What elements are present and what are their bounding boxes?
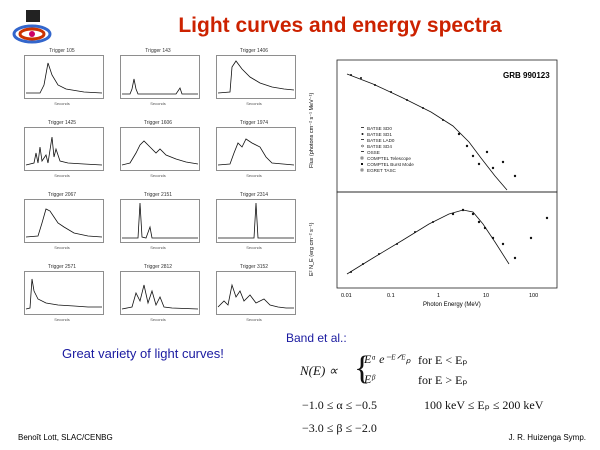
- light-curve-panel: Trigger 2151 Seconds: [114, 192, 202, 250]
- trigger-label: Trigger 1974: [239, 120, 269, 126]
- light-curve-panel: Trigger 2067 Seconds: [18, 192, 106, 250]
- light-curve-panel: Trigger 3152 Seconds: [210, 264, 298, 322]
- light-curves-grid: Trigger 105 Seconds Trigger 143 Seconds …: [18, 48, 300, 328]
- footer-event: J. R. Huizenga Symp.: [508, 433, 586, 442]
- light-curve-plot: [24, 199, 104, 243]
- flux-data-points: [350, 74, 517, 178]
- energy-spectrum-figure: GRB 990123 BATSE SD0 BATSE SD1 BATSE LAD…: [303, 48, 563, 310]
- legend-entry: BATSE LAD0: [367, 138, 395, 143]
- x-axis-label: Seconds: [150, 317, 166, 322]
- light-curve-panel: Trigger 1425 Seconds: [18, 120, 106, 178]
- x-axis-label: Seconds: [54, 101, 70, 106]
- formula-case1-expression: Eᵅ e⁻ᴱᐟᴱₚ: [364, 352, 411, 366]
- light-curve-plot: [216, 127, 296, 171]
- trigger-label: Trigger 2067: [47, 192, 77, 198]
- footer-author: Benoît Lott, SLAC/CENBG: [18, 433, 113, 442]
- band-formula: N(E) ∝ { Eᵅ e⁻ᴱᐟᴱₚ for E < Eₚ Eᵝ for E >…: [300, 350, 590, 445]
- trigger-label: Trigger 1606: [143, 120, 173, 126]
- legend-entry: EGRET TASC: [367, 168, 397, 173]
- spectrum-plot: GRB 990123 BATSE SD0 BATSE SD1 BATSE LAD…: [309, 59, 558, 308]
- band-label: Band et al.:: [286, 331, 347, 345]
- legend-entry: BATSE SD1: [367, 132, 392, 137]
- energy-flux-data-points: [350, 208, 549, 273]
- light-curve-caption: Great variety of light curves!: [62, 346, 224, 361]
- trigger-label: Trigger 2571: [47, 264, 77, 270]
- x-axis-label: Seconds: [246, 101, 262, 106]
- logo: [10, 8, 58, 48]
- light-curve-plot: [216, 55, 296, 99]
- x-axis-label: Seconds: [246, 245, 262, 250]
- formula-case2-condition: for E > Eₚ: [418, 373, 468, 387]
- legend-entry: COMPTEL Telescope: [367, 156, 411, 161]
- trigger-label: Trigger 1406: [239, 48, 269, 54]
- formula-lhs: N(E) ∝: [300, 363, 338, 378]
- x-axis-label: Seconds: [150, 245, 166, 250]
- page-title: Light curves and energy spectra: [178, 14, 502, 37]
- x-axis-label: Seconds: [246, 317, 262, 322]
- light-curve-panel: Trigger 105 Seconds: [18, 48, 106, 106]
- alpha-range: −1.0 ≤ α ≤ −0.5: [302, 398, 377, 412]
- legend-entry: OSSE: [367, 150, 380, 155]
- light-curve-plot: [120, 199, 200, 243]
- flux-model-curve: [346, 73, 508, 191]
- light-curve-plot: [120, 271, 200, 315]
- x-tick-label: 1: [437, 293, 440, 299]
- bottom-y-axis-label: E² N_E (erg cm⁻² s⁻¹): [309, 222, 315, 276]
- beta-range: −3.0 ≤ β ≤ −2.0: [302, 421, 377, 435]
- trigger-label: Trigger 1425: [47, 120, 77, 126]
- light-curve-plot: [24, 271, 104, 315]
- trigger-label: Trigger 3152: [239, 264, 269, 270]
- peak-energy-range: 100 keV ≤ Eₚ ≤ 200 keV: [424, 398, 544, 412]
- trigger-label: Trigger 143: [145, 48, 171, 54]
- light-curve-plot: [24, 127, 104, 171]
- light-curve-panel: Trigger 1406 Seconds: [210, 48, 298, 106]
- x-tick-labels: 0.01 0.1 1 10 100: [341, 293, 538, 299]
- trigger-label: Trigger 105: [49, 48, 75, 54]
- formula-brace: {: [354, 350, 371, 387]
- legend-entry: BATSE SD0: [367, 126, 392, 131]
- formula-case1-condition: for E < Eₚ: [418, 353, 468, 367]
- x-axis-label: Photon Energy (MeV): [423, 302, 481, 308]
- x-tick-label: 10: [483, 293, 489, 299]
- x-axis-label: Seconds: [150, 101, 166, 106]
- light-curve-plot: [120, 55, 200, 99]
- legend: BATSE SD0 BATSE SD1 BATSE LAD0 BATSE SD4…: [367, 126, 414, 173]
- light-curve-plot: [120, 127, 200, 171]
- light-curve-panel: Trigger 2571 Seconds: [18, 264, 106, 322]
- x-axis-label: Seconds: [54, 173, 70, 178]
- light-curve-plot: [24, 55, 104, 99]
- bottom-panel-frame: [336, 191, 558, 289]
- top-y-axis-label: Flux (photons cm⁻² s⁻¹ MeV⁻¹): [309, 92, 315, 168]
- light-curve-panel: Trigger 1606 Seconds: [114, 120, 202, 178]
- light-curve-plot: [216, 271, 296, 315]
- legend-entry: BATSE SD4: [367, 144, 392, 149]
- x-tick-label: 100: [529, 293, 538, 299]
- trigger-label: Trigger 2151: [143, 192, 173, 198]
- x-axis-label: Seconds: [54, 245, 70, 250]
- x-axis-label: Seconds: [150, 173, 166, 178]
- legend-markers: [360, 127, 364, 172]
- x-axis-label: Seconds: [54, 317, 70, 322]
- light-curve-panel: Trigger 2314 Seconds: [210, 192, 298, 250]
- trigger-label: Trigger 2314: [239, 192, 269, 198]
- trigger-label: Trigger 2812: [143, 264, 173, 270]
- energy-flux-model-curve: [346, 209, 510, 275]
- x-axis-label: Seconds: [246, 173, 262, 178]
- light-curve-panel: Trigger 1974 Seconds: [210, 120, 298, 178]
- light-curve-panel: Trigger 2812 Seconds: [114, 264, 202, 322]
- formula-case2-expression: Eᵝ: [364, 372, 375, 386]
- light-curve-plot: [216, 199, 296, 243]
- x-tick-label: 0.1: [387, 293, 395, 299]
- x-tick-label: 0.01: [341, 293, 352, 299]
- grb-label: GRB 990123: [503, 71, 550, 80]
- light-curve-panel: Trigger 143 Seconds: [114, 48, 202, 106]
- legend-entry: COMPTEL Burst Mode: [367, 162, 414, 167]
